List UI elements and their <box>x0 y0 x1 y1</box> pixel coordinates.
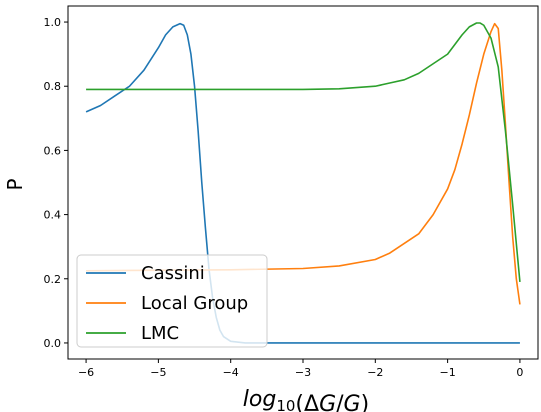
series-line-lmc <box>86 22 521 283</box>
y-tick-label: 0.4 <box>44 209 62 222</box>
y-tick-label: 0.6 <box>44 144 62 157</box>
x-tick-label: −6 <box>78 366 94 379</box>
x-tick-label: −2 <box>367 366 383 379</box>
y-axis-label: P <box>3 178 27 190</box>
x-tick-label: −3 <box>295 366 311 379</box>
x-axis-label: log10(ΔG/G) <box>243 387 369 412</box>
y-tick-label: 0.8 <box>44 80 62 93</box>
legend-label: Local Group <box>141 293 248 314</box>
axes: −6 −5 −4 −3 −2 −1 0 0.0 0.2 0.4 0.6 0.8 1.0 Plog10(ΔG… <box>3 5 539 412</box>
y-tick-label: 0.2 <box>44 273 62 286</box>
x-tick-label: −4 <box>223 366 239 379</box>
legend-label: LMC <box>141 323 179 344</box>
legend-box <box>76 254 268 348</box>
y-tick-label: 0.0 <box>44 337 62 350</box>
x-tick-label: −1 <box>440 366 456 379</box>
y-tick-label: 1.0 <box>44 16 62 29</box>
x-tick-label: 0 <box>516 366 523 379</box>
legend-label: Cassini <box>141 263 205 284</box>
legend: Cassini Local Group LMC <box>76 254 268 348</box>
x-tick-label: −5 <box>150 366 166 379</box>
